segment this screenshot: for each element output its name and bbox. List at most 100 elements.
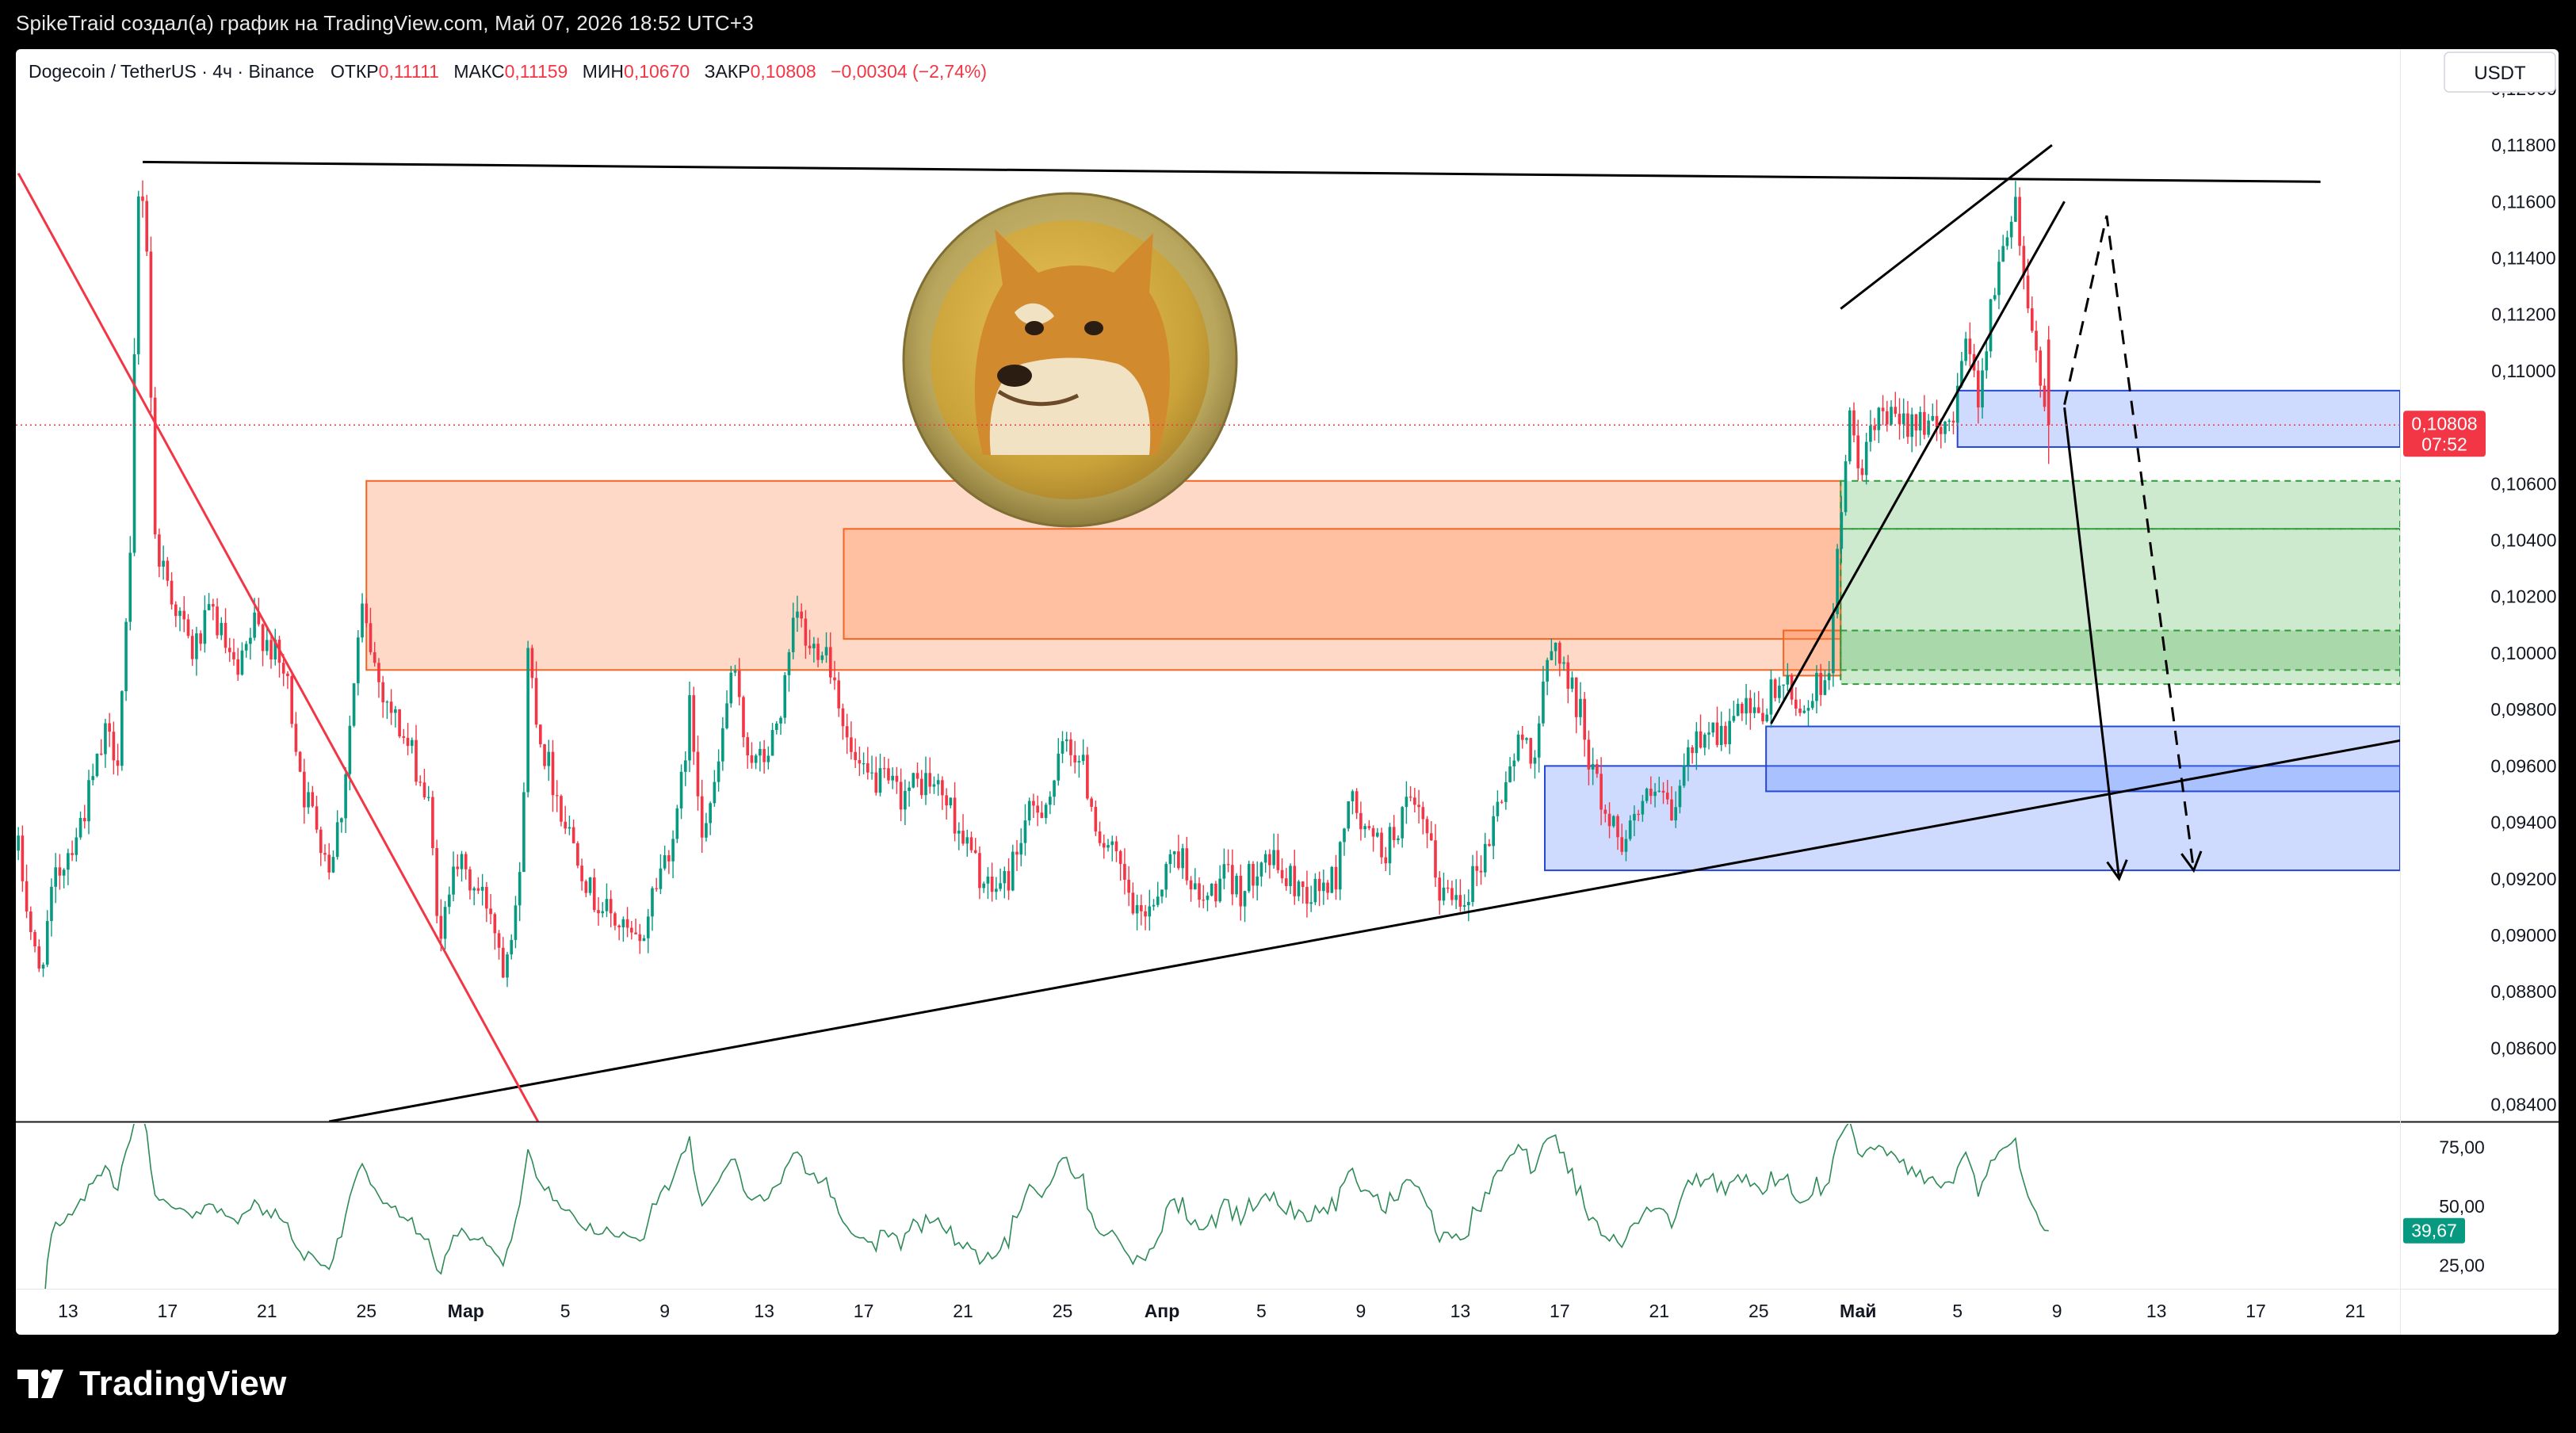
candle — [1947, 418, 1951, 432]
price-tick-label: 0,08600 — [2490, 1037, 2556, 1058]
currency-button[interactable]: USDT — [2444, 52, 2556, 93]
candle — [564, 805, 568, 835]
candle — [1479, 855, 1483, 885]
candle — [1181, 843, 1184, 879]
candle — [1674, 791, 1678, 828]
symbol-legend[interactable]: Dogecoin / TetherUS · 4ч · Binance ОТКР0… — [29, 61, 987, 82]
candle — [1148, 889, 1152, 931]
time-tick-label: 25 — [1053, 1301, 1073, 1321]
legend-close-value: 0,10808 — [751, 61, 816, 82]
candle — [249, 628, 252, 660]
candle — [277, 636, 281, 678]
rsi-axis[interactable]: 75,00 50,00 25,00 — [2439, 1137, 2485, 1276]
price-tick-label: 0,09800 — [2490, 699, 2556, 720]
candle — [530, 644, 534, 689]
price-axis[interactable]: 0,120000,118000,116000,114000,112000,110… — [2490, 78, 2556, 1115]
candle — [1819, 663, 1822, 706]
candle — [1886, 400, 1889, 432]
candle — [1533, 750, 1537, 779]
candle — [298, 751, 302, 773]
candle — [145, 194, 149, 256]
candle — [1102, 834, 1106, 859]
candle — [1864, 433, 1868, 485]
candle — [1877, 407, 1881, 443]
target-zone-8[interactable] — [1840, 629, 2400, 686]
resistance-trendline-0[interactable] — [142, 160, 2321, 183]
candle — [124, 618, 128, 701]
time-tick-label: Мар — [448, 1301, 484, 1321]
chart-panel[interactable]: 0,120000,118000,116000,114000,112000,110… — [16, 49, 2559, 1335]
candle — [153, 387, 157, 539]
candle — [460, 850, 464, 882]
wedge-trendline-3[interactable] — [1840, 143, 2053, 310]
candle — [1989, 298, 1993, 358]
candle — [1736, 698, 1740, 716]
candle — [953, 781, 957, 842]
trendlines-layer — [17, 143, 2400, 1122]
candle — [1832, 602, 1835, 687]
candle — [1032, 793, 1035, 818]
candle — [1653, 783, 1657, 808]
candle — [1425, 816, 1429, 849]
candle — [932, 776, 936, 794]
candle — [1798, 699, 1802, 716]
support-zone-3[interactable] — [1956, 389, 2400, 449]
candle — [327, 843, 331, 880]
candle — [854, 738, 857, 768]
candle — [584, 879, 588, 897]
candle — [476, 877, 480, 894]
candle — [1624, 830, 1628, 862]
candle — [1525, 737, 1528, 744]
candle — [1512, 753, 1516, 781]
target-zone-6[interactable] — [1840, 480, 2400, 530]
chart-canvas[interactable]: 0,120000,118000,116000,114000,112000,110… — [16, 49, 2559, 1335]
downtrend-trendline-2[interactable] — [17, 172, 540, 1122]
projection-dashed[interactable] — [2063, 215, 2196, 871]
candle — [236, 648, 240, 681]
resistance-zone-2[interactable] — [1783, 629, 1842, 677]
candle — [1289, 863, 1292, 895]
candle — [1682, 753, 1686, 789]
candle — [472, 886, 476, 906]
candle — [394, 705, 397, 728]
legend-open-value: 0,11111 — [379, 61, 439, 82]
candle — [182, 596, 186, 632]
candle — [1231, 849, 1234, 906]
doge-face-icon — [974, 229, 1171, 455]
candle — [837, 671, 841, 717]
candle — [1094, 801, 1098, 836]
wedge-trendline-4[interactable] — [1770, 201, 2066, 724]
candle — [480, 873, 484, 906]
target-zone-7[interactable] — [1840, 528, 2400, 671]
time-axis[interactable]: 13 17 21 25 Мар 5 9 13 17 21 25 Апр 5 9 13 17 21 25 Май 5 9 1… — [58, 1301, 2365, 1321]
candle — [1661, 781, 1665, 804]
candle — [1931, 403, 1935, 422]
legend-high-value: 0,11159 — [505, 61, 568, 82]
candle — [261, 623, 265, 667]
candle — [1235, 873, 1238, 898]
candle — [1007, 858, 1011, 900]
support-trendline-1[interactable] — [328, 739, 2400, 1122]
tradingview-logo[interactable]: TradingView — [17, 1360, 287, 1408]
candle — [1699, 714, 1703, 749]
candle — [369, 607, 373, 655]
resistance-zone-1[interactable] — [843, 528, 1842, 640]
candle — [112, 721, 116, 775]
candle — [973, 838, 977, 854]
candle — [132, 338, 136, 556]
candle — [688, 681, 691, 773]
candle — [1450, 881, 1454, 906]
candle — [1504, 771, 1508, 810]
candle — [2018, 187, 2021, 256]
candle — [1894, 392, 1898, 418]
currency-label: USDT — [2474, 63, 2526, 84]
time-tick-label: 17 — [158, 1301, 178, 1321]
candle — [969, 831, 973, 854]
candle — [1388, 823, 1392, 876]
projection-solid[interactable] — [2063, 407, 2121, 879]
candle — [1131, 882, 1135, 915]
candle — [729, 666, 733, 708]
candle — [1869, 410, 1872, 452]
candle — [1334, 854, 1338, 900]
candle — [1272, 833, 1275, 869]
